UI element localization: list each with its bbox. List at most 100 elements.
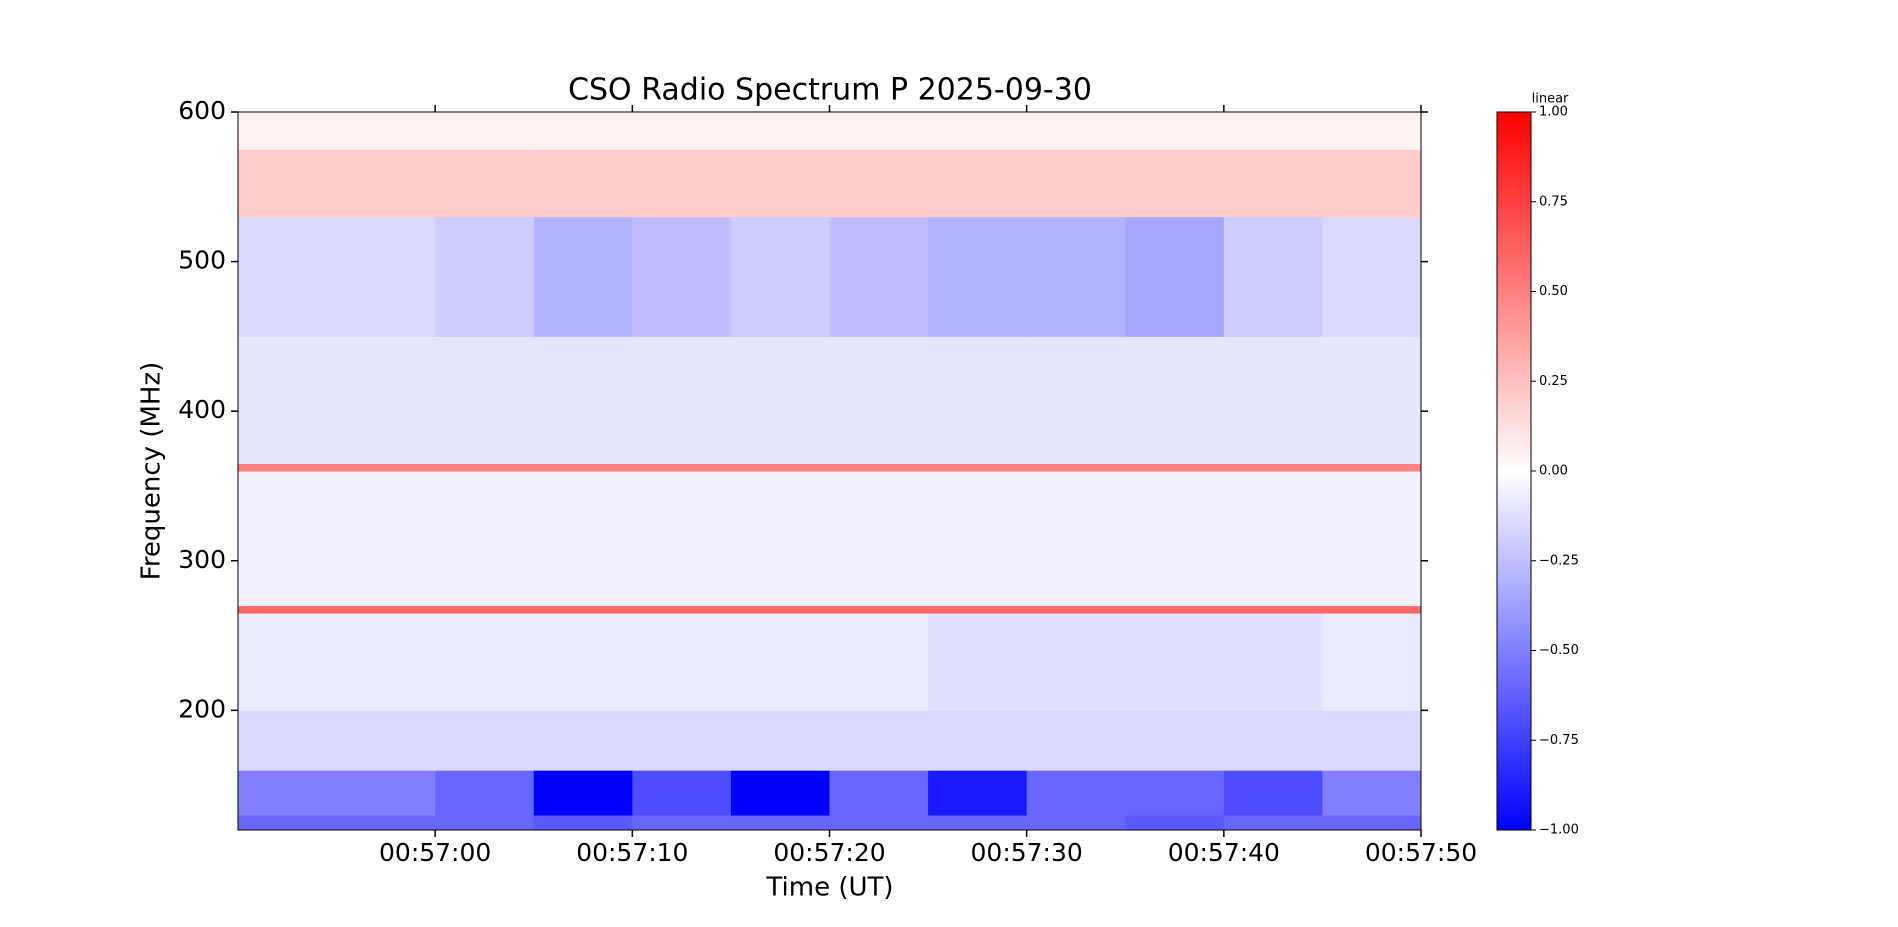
heatmap-cell bbox=[730, 710, 830, 771]
colorbar bbox=[1496, 111, 1532, 831]
colorbar-tick-label: −0.50 bbox=[1539, 643, 1579, 658]
heatmap-cell bbox=[435, 112, 535, 150]
heatmap-cell bbox=[1125, 605, 1225, 614]
heatmap-cell bbox=[435, 710, 535, 771]
heatmap-cell bbox=[336, 710, 436, 771]
heatmap-cell bbox=[829, 605, 929, 614]
heatmap-cell bbox=[829, 710, 929, 771]
heatmap-cell bbox=[1125, 471, 1225, 607]
heatmap-cell bbox=[928, 463, 1028, 472]
heatmap-cell bbox=[533, 613, 633, 711]
heatmap-cell bbox=[1322, 112, 1422, 150]
heatmap-cell bbox=[435, 336, 535, 465]
heatmap-cell bbox=[829, 336, 929, 465]
heatmap-cell bbox=[1223, 605, 1323, 614]
heatmap-cell bbox=[928, 815, 1028, 831]
heatmap-cell bbox=[1223, 149, 1323, 218]
heatmap-cell bbox=[1026, 613, 1126, 711]
heatmap-cell bbox=[435, 613, 535, 711]
x-tick-label: 00:57:10 bbox=[576, 838, 688, 867]
colorbar-label: linear bbox=[1532, 92, 1569, 107]
heatmap-cell bbox=[928, 112, 1028, 150]
heatmap-cell bbox=[1223, 336, 1323, 465]
heatmap-cell bbox=[238, 112, 338, 150]
heatmap-cell bbox=[336, 216, 436, 337]
heatmap-cell bbox=[829, 613, 929, 711]
heatmap-cell bbox=[1223, 710, 1323, 771]
heatmap-cell bbox=[435, 149, 535, 218]
heatmap-cell bbox=[1026, 112, 1126, 150]
heatmap-cell bbox=[1026, 149, 1126, 218]
heatmap-cell bbox=[1125, 216, 1225, 337]
heatmap-cell bbox=[928, 605, 1028, 614]
heatmap-cell bbox=[1322, 613, 1422, 711]
heatmap-cell bbox=[238, 770, 338, 816]
y-tick-label: 300 bbox=[178, 545, 226, 574]
heatmap-cell bbox=[533, 471, 633, 607]
heatmap-cell bbox=[1322, 605, 1422, 614]
heatmap-cell bbox=[1026, 463, 1126, 472]
colorbar-tick-label: 1.00 bbox=[1539, 105, 1568, 120]
colorbar-tick-label: −0.25 bbox=[1539, 553, 1579, 568]
heatmap-cell bbox=[1125, 815, 1225, 831]
heatmap-cell bbox=[336, 605, 436, 614]
heatmap-cell bbox=[533, 710, 633, 771]
heatmap-cell bbox=[632, 613, 732, 711]
heatmap-cell bbox=[1125, 463, 1225, 472]
heatmap-cell bbox=[730, 216, 830, 337]
heatmap-cell bbox=[1223, 112, 1323, 150]
heatmap-cell bbox=[435, 605, 535, 614]
colorbar-tick-label: 0.00 bbox=[1539, 464, 1568, 479]
heatmap-cell bbox=[1322, 770, 1422, 816]
heatmap-cell bbox=[632, 471, 732, 607]
heatmap-cell bbox=[336, 463, 436, 472]
heatmap-cell bbox=[1322, 216, 1422, 337]
heatmap-cell bbox=[1125, 613, 1225, 711]
heatmap-cell bbox=[533, 112, 633, 150]
heatmap-cell bbox=[1026, 336, 1126, 465]
heatmap-cell bbox=[632, 336, 732, 465]
heatmap-cell bbox=[1322, 336, 1422, 465]
heatmap-cell bbox=[1125, 112, 1225, 150]
heatmap-cell bbox=[928, 216, 1028, 337]
heatmap-cell bbox=[533, 149, 633, 218]
heatmap-cell bbox=[336, 336, 436, 465]
heatmap-cell bbox=[730, 605, 830, 614]
heatmap-cell bbox=[1026, 815, 1126, 831]
x-tick-label: 00:57:20 bbox=[773, 838, 885, 867]
heatmap-cell bbox=[435, 471, 535, 607]
heatmap-cell bbox=[632, 216, 732, 337]
heatmap-cell bbox=[730, 613, 830, 711]
heatmap-cell bbox=[632, 605, 732, 614]
heatmap-cell bbox=[1223, 471, 1323, 607]
chart-title: CSO Radio Spectrum P 2025-09-30 bbox=[568, 73, 1092, 108]
heatmap-cell bbox=[435, 815, 535, 831]
heatmap-cell bbox=[730, 112, 830, 150]
heatmap-cell bbox=[1026, 216, 1126, 337]
heatmap-cell bbox=[829, 149, 929, 218]
heatmap-cell bbox=[1322, 463, 1422, 472]
heatmap-cell bbox=[1223, 770, 1323, 816]
heatmap-cell bbox=[632, 463, 732, 472]
heatmap-cell bbox=[1026, 770, 1126, 816]
heatmap-cell bbox=[829, 471, 929, 607]
heatmap-cell bbox=[829, 216, 929, 337]
heatmap-cell bbox=[533, 770, 633, 816]
heatmap-cell bbox=[533, 463, 633, 472]
colorbar-tick-label: 0.25 bbox=[1539, 374, 1568, 389]
heatmap-cell bbox=[336, 112, 436, 150]
heatmap-cell bbox=[1322, 471, 1422, 607]
y-tick-label: 600 bbox=[178, 96, 226, 125]
heatmap-cell bbox=[238, 336, 338, 465]
heatmap-cell bbox=[238, 149, 338, 218]
heatmap-cell bbox=[632, 710, 732, 771]
x-axis-label: Time (UT) bbox=[765, 873, 893, 903]
heatmap-cell bbox=[1223, 216, 1323, 337]
x-tick-label: 00:57:00 bbox=[379, 838, 491, 867]
heatmap-cell bbox=[730, 770, 830, 816]
x-tick-label: 00:57:30 bbox=[971, 838, 1083, 867]
colorbar-tick-label: −1.00 bbox=[1539, 823, 1579, 838]
heatmap-cell bbox=[533, 605, 633, 614]
